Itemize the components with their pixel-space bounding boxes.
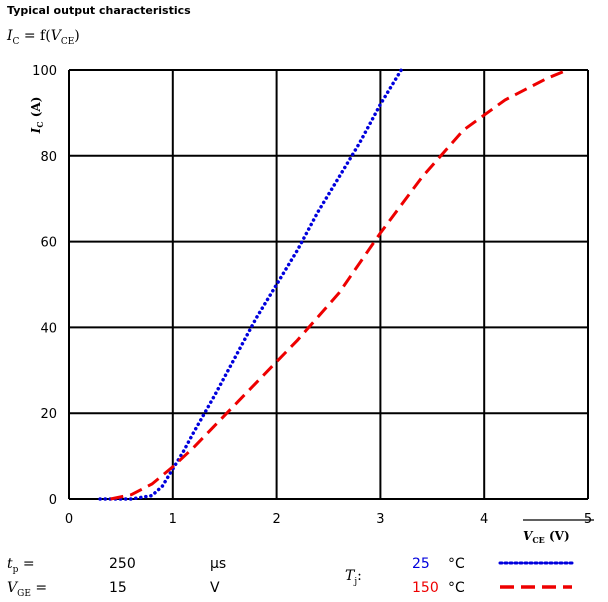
series-line-25 bbox=[98, 68, 403, 501]
legend-series-25-unit: °C bbox=[448, 556, 465, 572]
grid bbox=[68, 69, 589, 500]
chart-subtitle: IC = f(VCE) bbox=[7, 28, 80, 47]
vge-label: VGE = bbox=[7, 580, 48, 599]
vge-value: 15 bbox=[109, 580, 127, 596]
x-axis-label: VCE (V) bbox=[523, 519, 594, 545]
y-tick-label: 40 bbox=[40, 321, 57, 336]
svg-text:IC (A): IC (A) bbox=[29, 97, 45, 135]
x-tick-label: 1 bbox=[169, 512, 177, 527]
legend-series-150-unit: °C bbox=[448, 580, 465, 596]
tp-unit: µs bbox=[210, 556, 227, 572]
vge-unit: V bbox=[210, 580, 220, 596]
svg-text:VCE (V): VCE (V) bbox=[523, 529, 570, 545]
y-tick-label: 100 bbox=[32, 64, 57, 79]
tp-value: 250 bbox=[109, 556, 136, 572]
tj-label: Tj: bbox=[345, 568, 362, 587]
tp-label: tp = bbox=[7, 556, 35, 575]
y-tick-label: 0 bbox=[49, 493, 57, 508]
x-tick-label: 0 bbox=[65, 512, 73, 527]
y-tick-label: 80 bbox=[40, 150, 57, 165]
chart-title: Typical output characteristics bbox=[7, 4, 191, 17]
y-tick-label: 20 bbox=[40, 407, 57, 422]
x-tick-label: 3 bbox=[376, 512, 384, 527]
y-axis-label: IC (A) bbox=[29, 97, 45, 135]
y-tick-label: 60 bbox=[40, 236, 57, 251]
series-line-150 bbox=[110, 68, 568, 501]
x-tick-label: 4 bbox=[480, 512, 488, 527]
tick-labels: 012345020406080100 bbox=[32, 64, 592, 527]
legend-series-25-name: 25 bbox=[412, 556, 430, 572]
series-group bbox=[98, 68, 568, 501]
legend-series-150-name: 150 bbox=[412, 580, 439, 596]
x-tick-label: 2 bbox=[272, 512, 280, 527]
